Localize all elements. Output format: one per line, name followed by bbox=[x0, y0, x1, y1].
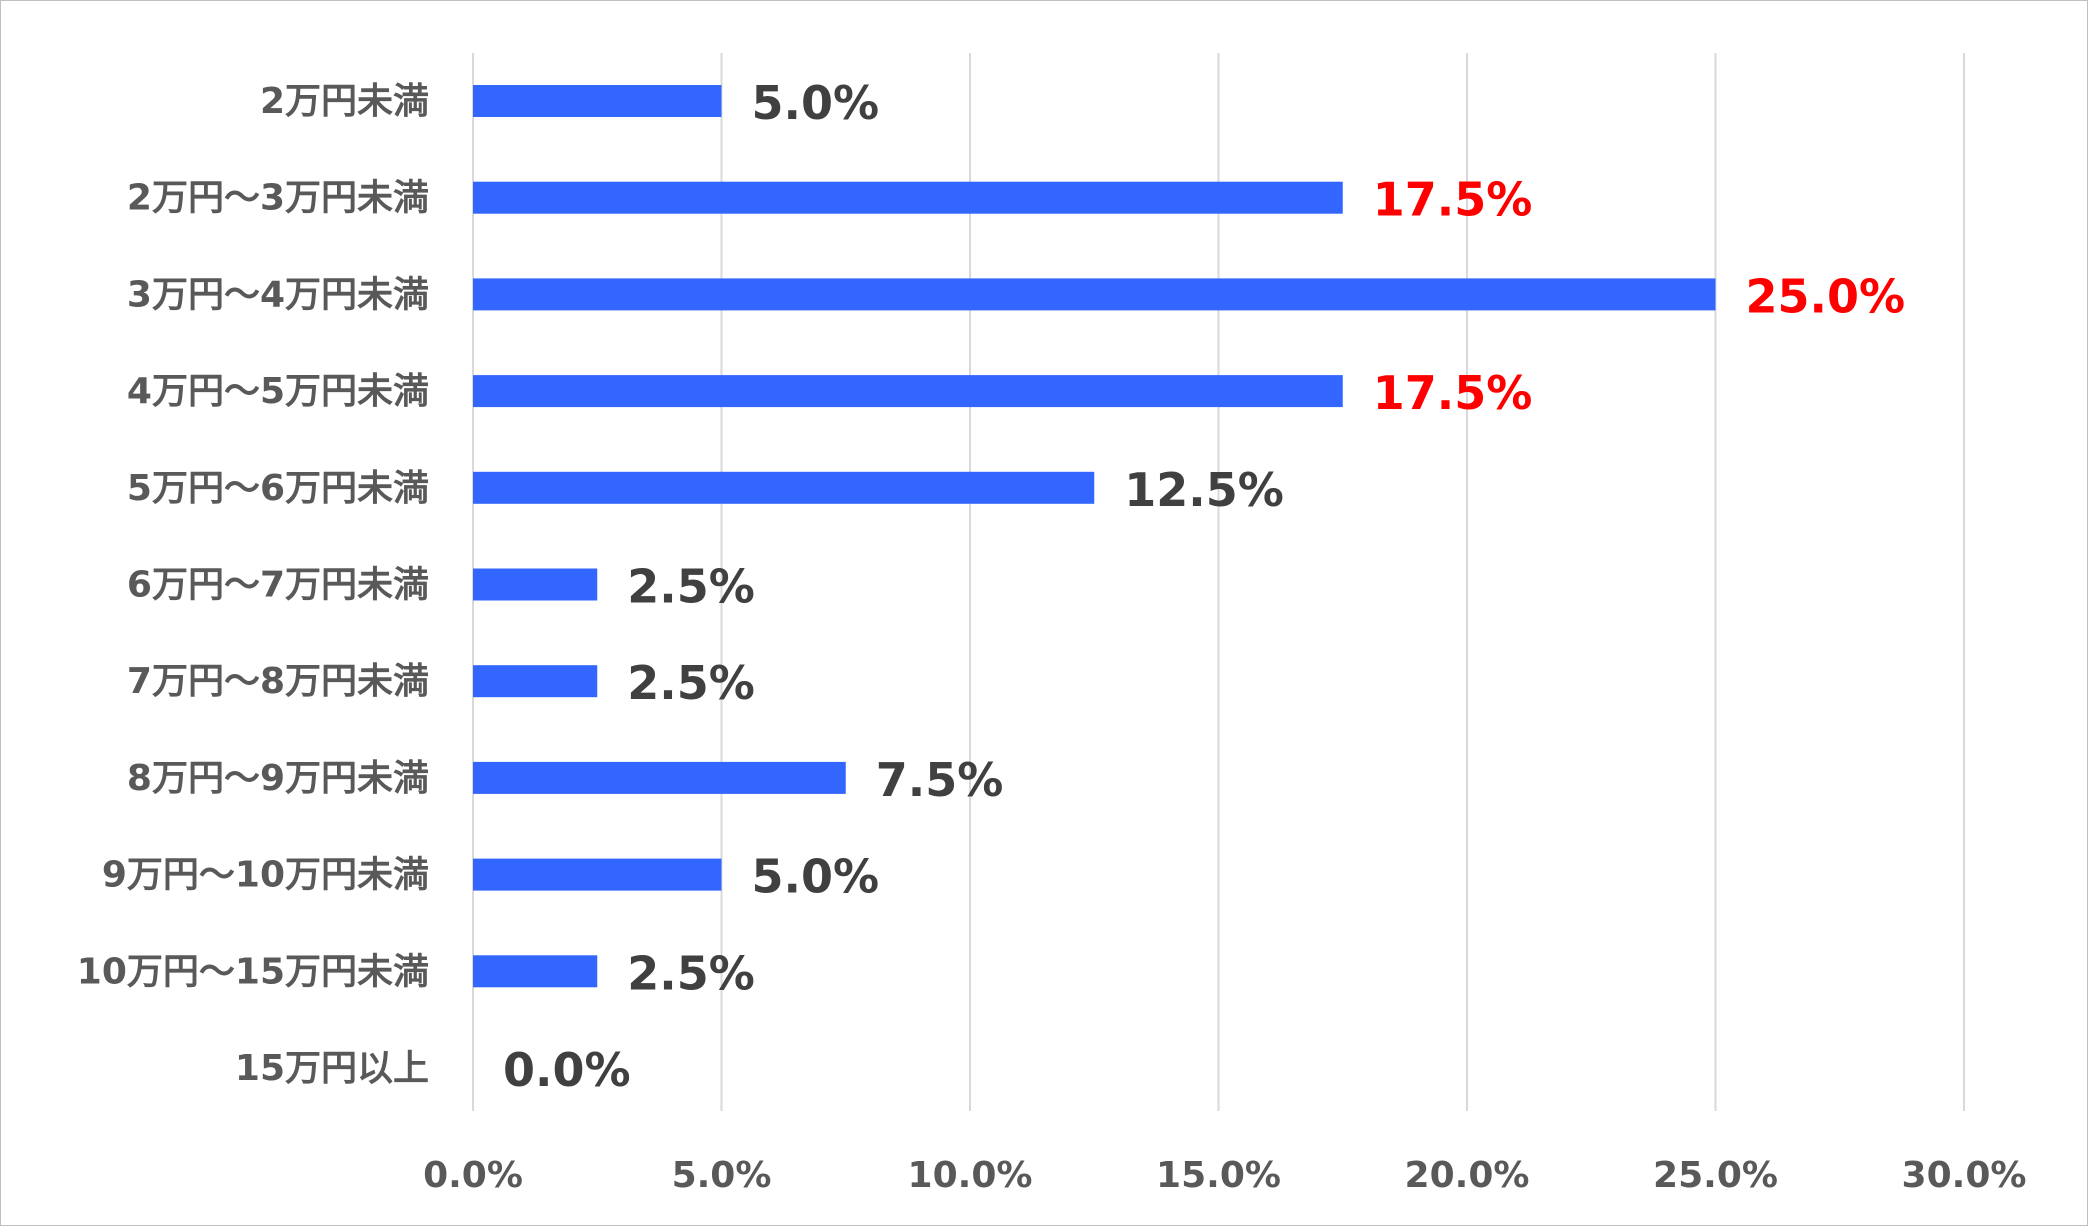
bar bbox=[473, 181, 1343, 214]
data-label: 5.0% bbox=[752, 76, 880, 130]
x-tick-label: 30.0% bbox=[1902, 1155, 2027, 1196]
bars bbox=[473, 85, 1716, 988]
x-axis-tick-labels: 0.0% 5.0% 10.0% 15.0% 20.0% 25.0% 30.0% bbox=[423, 1155, 2026, 1196]
category-label: 10万円～15万円未満 bbox=[77, 951, 429, 992]
bar bbox=[473, 955, 598, 988]
data-label: 0.0% bbox=[503, 1043, 631, 1097]
category-labels: 2万円未満 2万円～3万円未満 3万円～4万円未満 4万円～5万円未満 5万円～6万円未… bbox=[77, 81, 429, 1089]
category-label: 9万円～10万円未満 bbox=[102, 855, 429, 896]
bar bbox=[473, 568, 598, 601]
category-label: 2万円未満 bbox=[260, 81, 429, 122]
category-label: 15万円以上 bbox=[235, 1048, 429, 1089]
category-label: 8万円～9万円未満 bbox=[127, 758, 429, 799]
gridlines bbox=[472, 53, 1965, 1111]
bar bbox=[473, 471, 1095, 504]
data-label: 5.0% bbox=[752, 850, 880, 904]
data-label: 17.5% bbox=[1373, 173, 1533, 227]
data-labels: 5.0% 17.5% 25.0% 17.5% 12.5% 2.5% 2.5% 7.5% 5.0%… bbox=[503, 76, 1905, 1097]
bar bbox=[473, 85, 722, 117]
category-label: 7万円～8万円未満 bbox=[127, 661, 429, 702]
category-label: 2万円～3万円未満 bbox=[127, 178, 429, 219]
x-tick-label: 5.0% bbox=[672, 1155, 772, 1196]
x-tick-label: 20.0% bbox=[1405, 1155, 1530, 1196]
data-label: 12.5% bbox=[1124, 463, 1284, 517]
bar bbox=[473, 375, 1343, 408]
data-label: 2.5% bbox=[627, 946, 755, 1000]
bar bbox=[473, 858, 722, 891]
x-tick-label: 10.0% bbox=[908, 1155, 1033, 1196]
x-tick-label: 25.0% bbox=[1653, 1155, 1778, 1196]
x-tick-label: 0.0% bbox=[423, 1155, 523, 1196]
bar bbox=[473, 278, 1716, 311]
x-tick-label: 15.0% bbox=[1156, 1155, 1281, 1196]
category-label: 3万円～4万円未満 bbox=[127, 274, 429, 315]
bar bbox=[473, 761, 846, 794]
data-label: 17.5% bbox=[1373, 366, 1533, 420]
data-label: 7.5% bbox=[876, 753, 1004, 807]
bar bbox=[473, 665, 598, 698]
data-label: 25.0% bbox=[1746, 269, 1906, 323]
data-label: 2.5% bbox=[627, 560, 755, 614]
category-label: 5万円～6万円未満 bbox=[127, 468, 429, 509]
data-label: 2.5% bbox=[627, 656, 755, 710]
category-label: 6万円～7万円未満 bbox=[127, 565, 429, 606]
category-label: 4万円～5万円未満 bbox=[127, 371, 429, 412]
